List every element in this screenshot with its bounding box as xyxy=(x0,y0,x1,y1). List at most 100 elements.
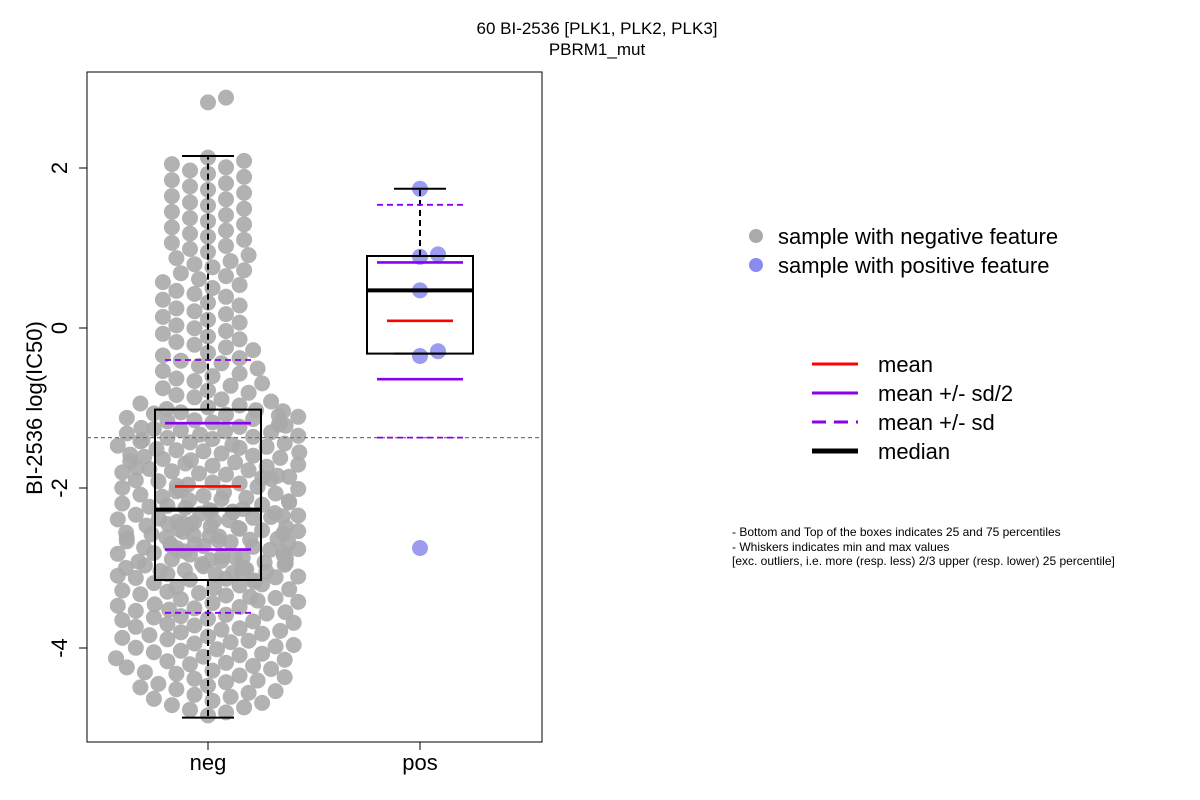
data-point-neg xyxy=(176,562,193,579)
data-point-neg xyxy=(172,404,189,421)
data-point-neg xyxy=(114,464,131,481)
data-point-neg xyxy=(213,445,230,462)
data-point-neg xyxy=(276,651,293,668)
data-point-neg xyxy=(245,613,262,630)
data-point-neg xyxy=(168,317,185,334)
data-point-neg xyxy=(209,641,225,658)
data-point-neg xyxy=(118,524,135,541)
data-point-neg xyxy=(200,181,216,198)
data-point-neg xyxy=(127,570,144,586)
data-point-neg xyxy=(192,426,209,443)
data-point-neg xyxy=(222,377,239,394)
data-point-neg xyxy=(226,548,243,565)
data-point-neg xyxy=(186,617,203,634)
data-point-neg xyxy=(267,485,284,502)
data-point-neg xyxy=(224,436,241,453)
data-point-neg xyxy=(138,517,155,534)
data-point-neg xyxy=(231,667,248,684)
data-point-neg xyxy=(186,635,203,652)
data-point-neg xyxy=(141,627,158,644)
data-point-neg xyxy=(182,178,198,195)
data-point-neg xyxy=(168,334,185,350)
data-point-neg xyxy=(204,259,221,276)
data-point-neg xyxy=(238,489,255,506)
box-iqr xyxy=(366,255,474,355)
legend-line-label: median xyxy=(878,439,950,464)
data-point-neg xyxy=(213,355,230,372)
legend-point-label: sample with positive feature xyxy=(778,253,1049,278)
data-point-neg xyxy=(204,474,221,491)
data-point-neg xyxy=(186,256,203,273)
data-point-neg xyxy=(186,670,203,687)
data-point-neg xyxy=(272,622,289,639)
data-point-neg xyxy=(290,568,307,585)
legend-line-label: mean +/- sd xyxy=(878,410,995,435)
data-point-neg xyxy=(141,461,158,477)
data-point-neg xyxy=(186,412,203,429)
data-point-neg xyxy=(168,282,185,299)
data-point-neg xyxy=(269,467,286,484)
data-point-neg xyxy=(109,511,126,528)
data-point-neg xyxy=(227,454,244,471)
chart-title: 60 BI-2536 [PLK1, PLK2, PLK3] xyxy=(477,19,718,38)
data-point-neg xyxy=(240,384,257,401)
data-point-neg xyxy=(154,380,171,397)
data-point-neg xyxy=(148,441,165,457)
data-point-neg xyxy=(150,675,167,692)
data-point-neg xyxy=(118,409,135,426)
data-point-neg xyxy=(231,277,248,293)
data-point-neg xyxy=(240,247,257,264)
note-line-2: - Whiskers indicates min and max values xyxy=(732,540,949,554)
data-point-neg xyxy=(136,664,153,681)
data-point-neg xyxy=(186,303,203,320)
data-point-neg xyxy=(134,432,151,449)
data-point-neg xyxy=(218,175,234,192)
plot-area: -4 -2 0 2 neg pos xyxy=(47,71,543,775)
data-point-neg xyxy=(109,597,126,614)
data-point-pos xyxy=(412,348,428,364)
data-point-neg xyxy=(242,588,259,605)
data-point-neg xyxy=(168,250,185,267)
data-point-neg xyxy=(204,280,221,296)
data-point-neg xyxy=(163,463,180,480)
data-point-neg xyxy=(231,331,248,348)
data-point-neg xyxy=(218,674,234,691)
data-point-neg xyxy=(132,586,149,603)
data-point-neg xyxy=(290,593,307,610)
data-point-neg xyxy=(118,425,135,442)
data-point-neg xyxy=(186,373,203,389)
data-point-neg xyxy=(168,665,185,682)
data-point-neg xyxy=(218,237,234,254)
data-point-neg xyxy=(186,600,203,617)
data-point-neg xyxy=(191,357,207,374)
data-point-pos xyxy=(412,540,428,556)
data-point-neg xyxy=(217,423,234,440)
y-axis-label: BI-2536 log(IC50) xyxy=(22,321,47,495)
data-point-neg xyxy=(127,639,144,656)
point-legend: sample with negative feature sample with … xyxy=(749,224,1058,278)
data-point-neg xyxy=(231,620,248,637)
data-point-neg xyxy=(154,488,171,505)
data-point-neg xyxy=(258,605,275,622)
data-point-neg xyxy=(191,585,207,601)
data-point-neg xyxy=(267,638,284,655)
data-point-neg xyxy=(114,582,131,599)
data-point-neg xyxy=(200,344,216,361)
data-point-neg xyxy=(133,419,150,436)
data-point-neg xyxy=(218,288,234,305)
data-point-neg xyxy=(168,300,185,317)
y-tick-label: -2 xyxy=(47,478,72,498)
data-point-neg xyxy=(285,637,302,653)
data-point-neg xyxy=(290,507,307,524)
data-point-neg xyxy=(168,370,185,387)
data-point-neg xyxy=(218,222,234,239)
data-point-neg xyxy=(267,590,284,606)
data-point-neg xyxy=(204,368,221,385)
data-point-neg xyxy=(231,350,248,367)
data-point-neg xyxy=(290,408,307,425)
data-point-neg xyxy=(127,618,144,635)
data-point-neg xyxy=(258,438,275,455)
data-point-neg xyxy=(218,89,234,106)
data-point-neg xyxy=(204,457,221,474)
data-point-neg xyxy=(200,213,216,230)
